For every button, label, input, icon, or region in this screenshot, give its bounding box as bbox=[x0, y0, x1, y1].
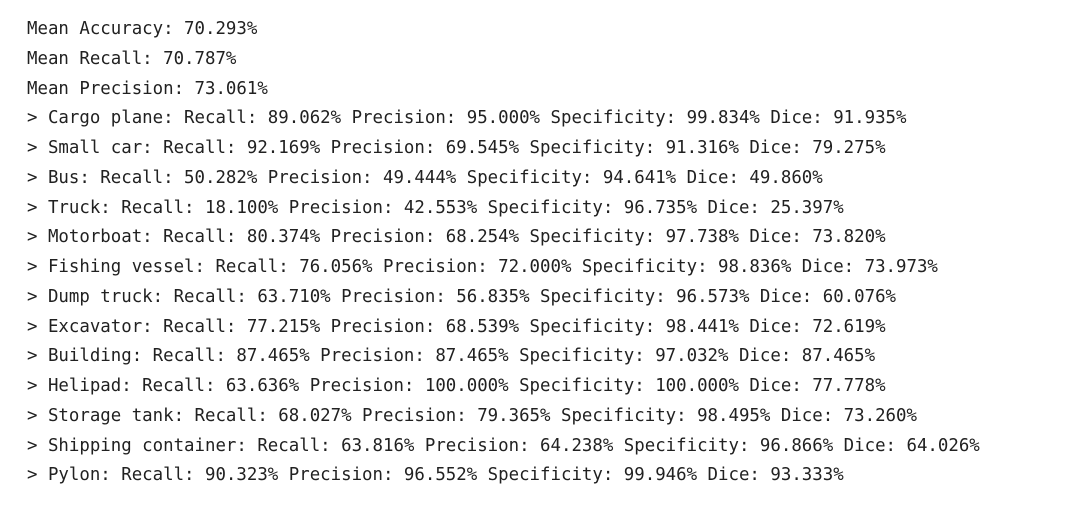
output-line: Mean Accuracy: 70.293% bbox=[27, 19, 258, 39]
output-line: > Truck: Recall: 18.100% Precision: 42.5… bbox=[27, 197, 844, 218]
output-line: > Fishing vessel: Recall: 76.056% Precis… bbox=[27, 257, 938, 277]
output-line: > Small car: Recall: 92.169% Precision: … bbox=[27, 138, 886, 158]
console-output: Mean Accuracy: 70.293% Mean Recall: 70.78… bbox=[27, 15, 980, 491]
output-line: Mean Recall: 70.787% bbox=[27, 48, 237, 69]
output-line: > Building: Recall: 87.465% Precision: 8… bbox=[27, 346, 876, 367]
output-line: > Helipad: Recall: 63.636% Precision: 10… bbox=[27, 376, 886, 396]
output-line: > Storage tank: Recall: 68.027% Precisio… bbox=[27, 405, 917, 426]
output-line: > Excavator: Recall: 77.215% Precision: … bbox=[27, 316, 886, 337]
output-line: > Dump truck: Recall: 63.710% Precision:… bbox=[27, 286, 897, 307]
output-line: > Pylon: Recall: 90.323% Precision: 96.5… bbox=[27, 465, 844, 486]
output-line: > Bus: Recall: 50.282% Precision: 49.444… bbox=[27, 167, 823, 188]
output-line: > Motorboat: Recall: 80.374% Precision: … bbox=[27, 227, 886, 248]
output-line: > Shipping container: Recall: 63.816% Pr… bbox=[27, 435, 980, 456]
output-line: Mean Precision: 73.061% bbox=[27, 78, 268, 99]
output-line: > Cargo plane: Recall: 89.062% Precision… bbox=[27, 108, 907, 129]
